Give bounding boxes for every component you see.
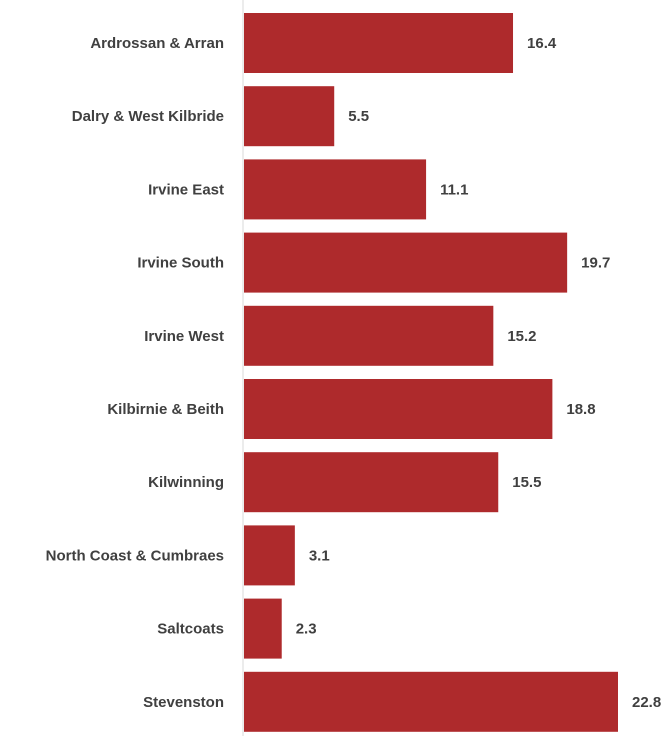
value-label: 22.8 xyxy=(632,694,661,711)
bar xyxy=(244,232,568,293)
value-label: 16.4 xyxy=(527,35,557,52)
value-label: 18.8 xyxy=(566,401,595,418)
bar xyxy=(244,379,553,439)
category-label: Dalry & West Kilbride xyxy=(72,108,224,125)
category-label: Irvine West xyxy=(144,328,224,345)
category-labels-group: Ardrossan & Arran Dalry & West Kilbride Ir… xyxy=(46,35,224,711)
category-label: Saltcoats xyxy=(157,621,224,638)
bar xyxy=(244,671,618,732)
bar xyxy=(244,452,499,513)
value-label: 19.7 xyxy=(581,255,610,272)
bar xyxy=(244,525,295,586)
bar xyxy=(244,598,282,659)
value-label: 2.3 xyxy=(296,621,317,638)
category-label: Irvine South xyxy=(137,255,224,272)
value-label: 5.5 xyxy=(348,108,369,125)
value-label: 3.1 xyxy=(309,547,330,564)
bar xyxy=(244,305,494,366)
value-labels-group: 16.4 5.5 11.1 19.7 15.2 18.8 15.5 3.1 2.3 22.8 xyxy=(296,35,661,711)
bars-group xyxy=(244,13,618,732)
bar xyxy=(244,13,514,73)
category-label: Ardrossan & Arran xyxy=(90,35,224,52)
category-label: Kilbirnie & Beith xyxy=(107,401,224,418)
category-label: Irvine East xyxy=(148,181,224,198)
bar xyxy=(244,86,335,147)
category-label: North Coast & Cumbraes xyxy=(46,547,224,564)
category-label: Stevenston xyxy=(143,694,224,711)
value-label: 15.2 xyxy=(507,328,536,345)
value-label: 11.1 xyxy=(440,181,468,198)
value-label: 15.5 xyxy=(512,474,541,491)
category-label: Kilwinning xyxy=(148,474,224,491)
bar xyxy=(244,159,427,220)
